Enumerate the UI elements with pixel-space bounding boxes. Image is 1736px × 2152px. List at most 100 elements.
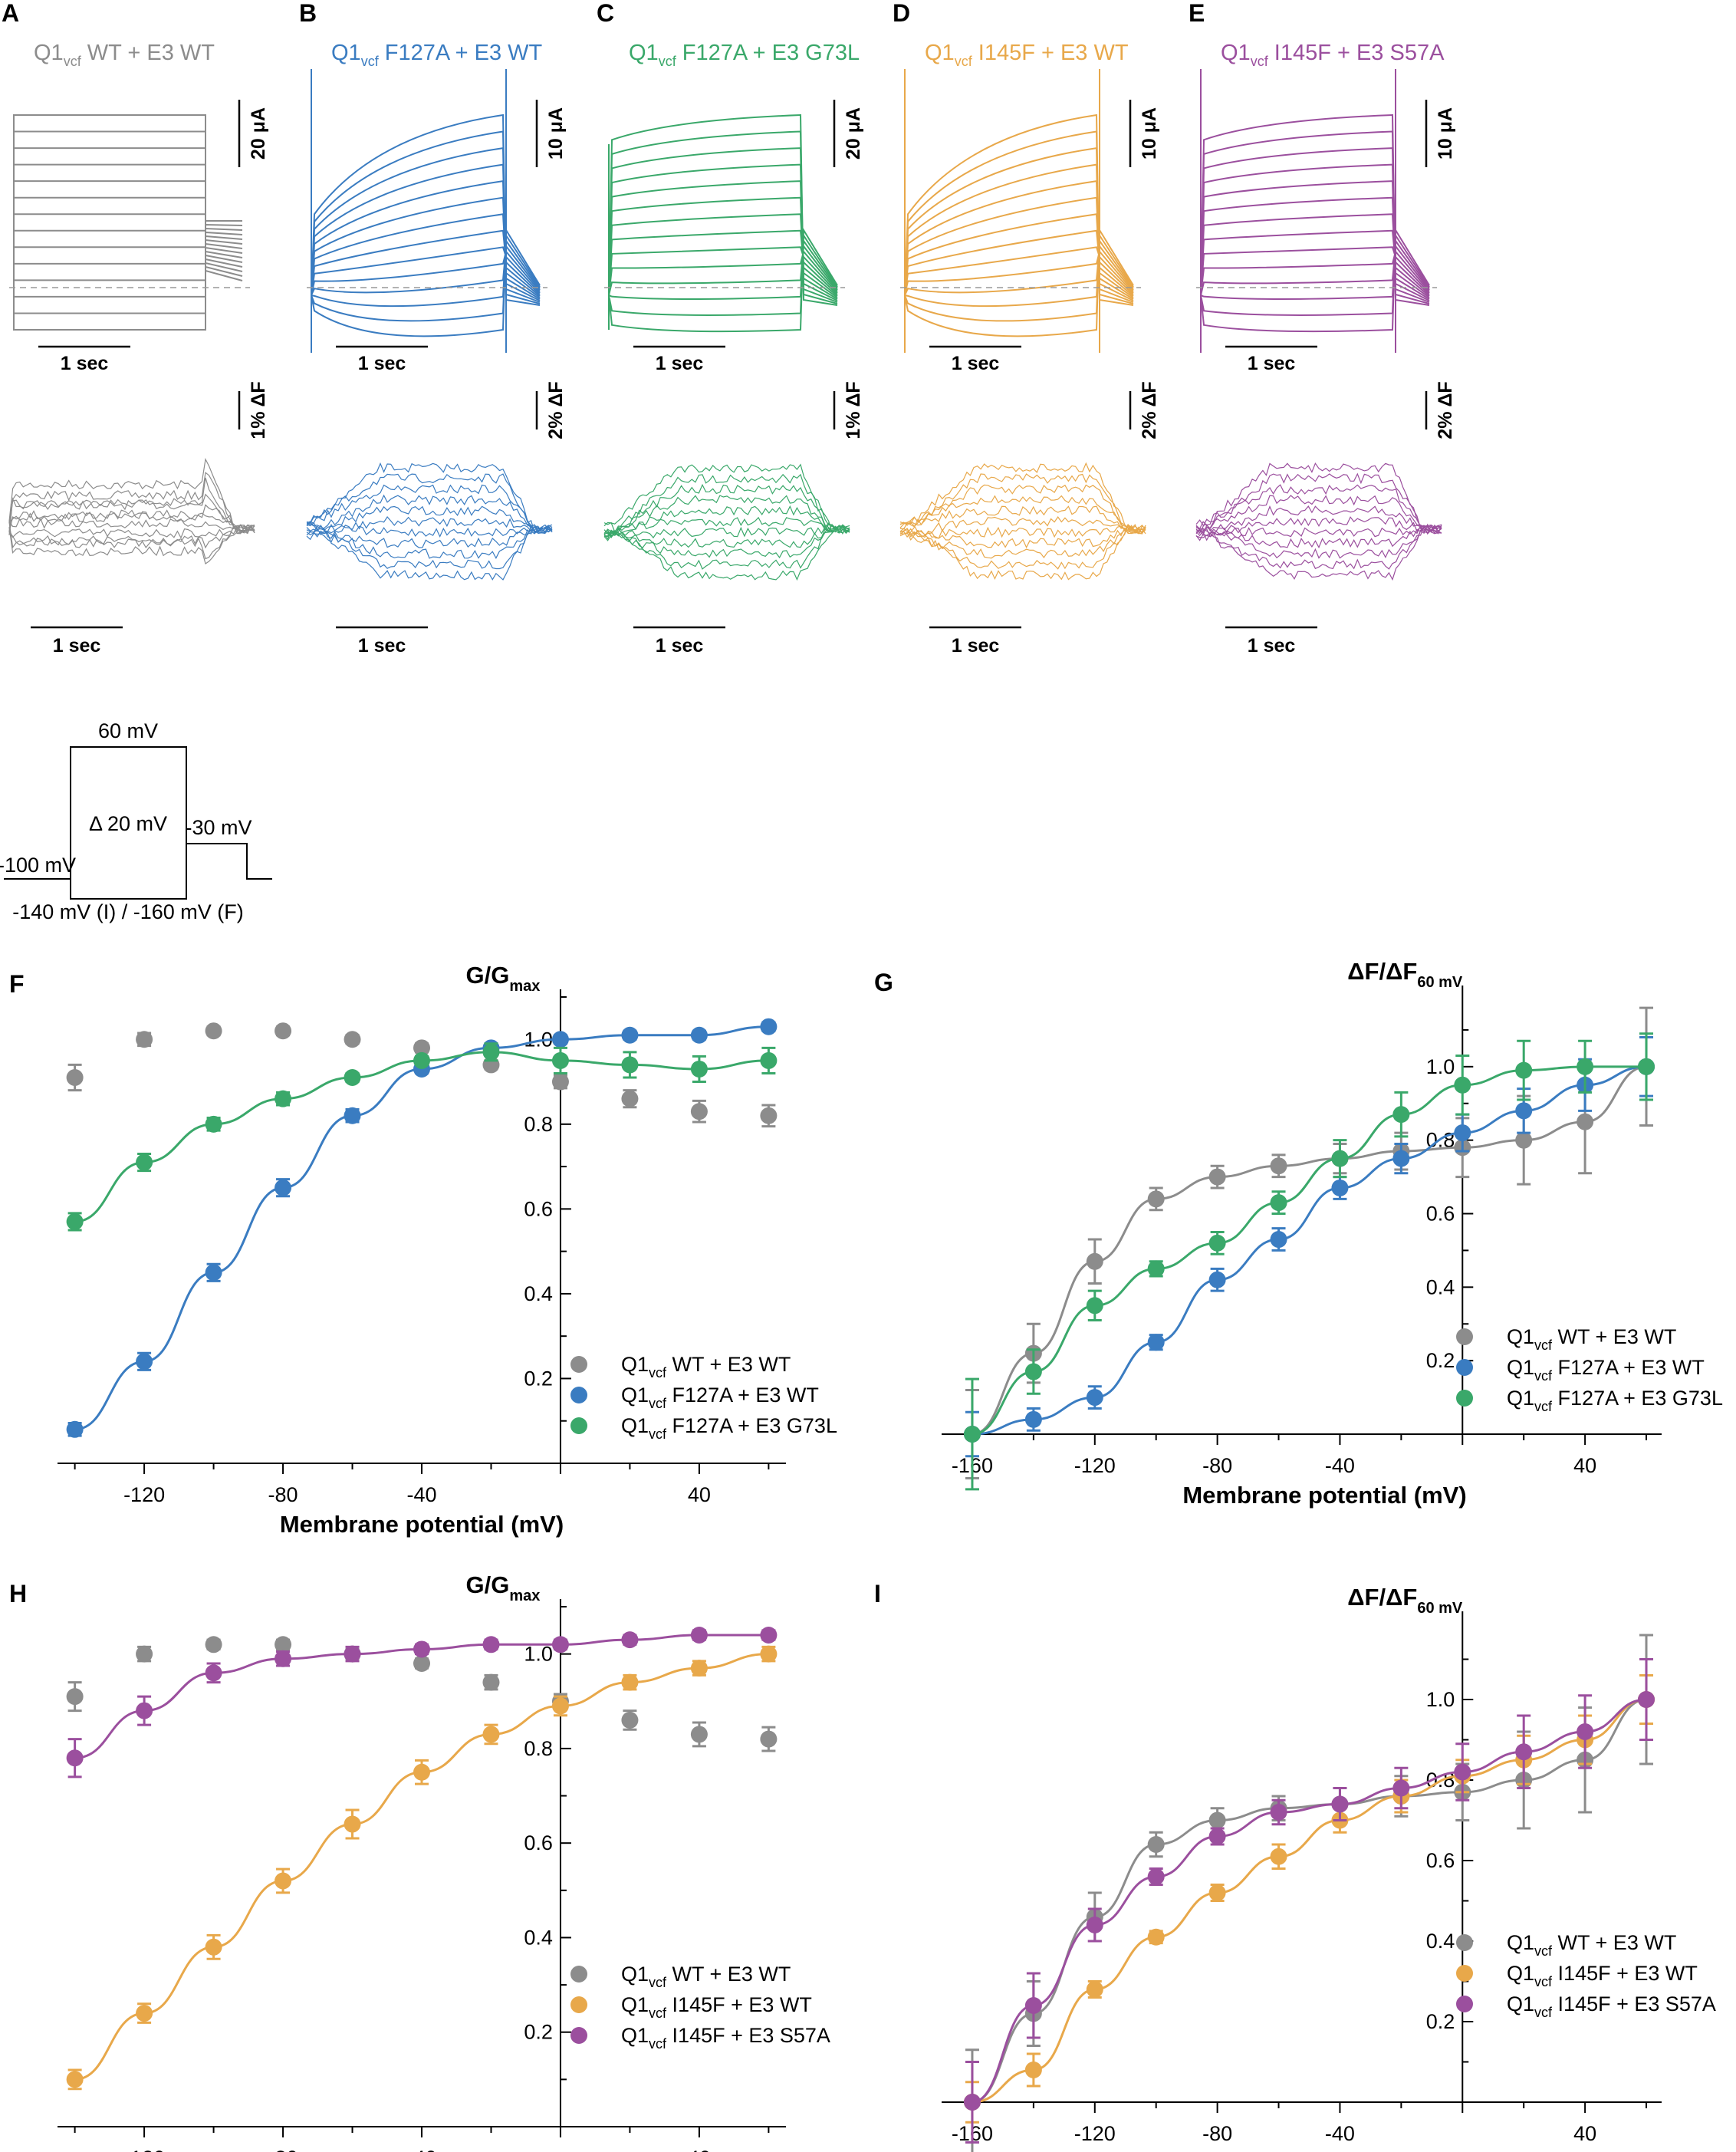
current-trace xyxy=(311,246,541,296)
data-point xyxy=(136,1645,153,1663)
fluorescence-trace xyxy=(306,473,553,534)
data-point xyxy=(275,1650,292,1667)
data-point xyxy=(136,1153,153,1171)
data-point xyxy=(1577,1058,1594,1075)
current-trace xyxy=(608,213,838,297)
series-I-2 xyxy=(963,1658,1655,2144)
data-point xyxy=(205,1938,222,1956)
legend-label-sub: vcf xyxy=(1534,1399,1553,1414)
series-I-1 xyxy=(963,1674,1655,2124)
legend-label: Q1vcf I145F + E3 WT xyxy=(1507,1962,1698,1989)
panel-letter-C: C xyxy=(597,0,614,27)
data-point xyxy=(1208,1828,1226,1845)
trace-title-C-main: Q1 xyxy=(629,41,659,65)
data-point xyxy=(760,1051,778,1069)
trace-title-B: Q1vcf F127A + E3 WT xyxy=(331,41,543,69)
trace-title-D: Q1vcf I145F + E3 WT xyxy=(925,41,1129,69)
data-point xyxy=(482,1636,500,1653)
data-point xyxy=(205,1664,222,1682)
trace-title-C: Q1vcf F127A + E3 G73L xyxy=(629,41,860,69)
legend-marker xyxy=(1456,1934,1473,1951)
current-trace xyxy=(608,130,838,304)
current-trace xyxy=(904,246,1134,296)
y-axis-label-F: G/Gmax xyxy=(466,962,541,995)
series-H-2 xyxy=(66,1626,778,1779)
current-trace xyxy=(904,239,1134,308)
legend-marker xyxy=(1456,1328,1473,1345)
data-point xyxy=(1515,1102,1533,1120)
legend-marker xyxy=(570,2027,587,2044)
y-tick-label: 0.6 xyxy=(1426,1849,1455,1872)
protocol-top-label: 60 mV xyxy=(98,719,158,742)
trace-title-A-sub: vcf xyxy=(64,54,82,69)
current-trace xyxy=(904,227,1134,337)
legend-label: Q1vcf F127A + E3 G73L xyxy=(1507,1387,1723,1414)
data-point xyxy=(1515,1743,1533,1761)
y-tick-label: 0.4 xyxy=(524,1282,553,1305)
gv-fv-charts: F G/Gmax-120 -80 -40 400.20.40.60.81.0Membra… xyxy=(9,958,1723,2152)
legend-label-rest: WT + E3 WT xyxy=(666,1353,791,1376)
fluorescence-trace xyxy=(8,512,255,531)
current-trace xyxy=(311,196,541,298)
fluorescence-trace xyxy=(899,525,1146,570)
fluorescence-trace xyxy=(603,505,850,541)
fluorescence-trace xyxy=(1195,516,1442,538)
fluorescence-trace xyxy=(899,505,1146,535)
data-point xyxy=(275,1872,292,1890)
fluorescence-traces-C xyxy=(603,463,850,581)
x-tick-label: 40 xyxy=(688,2147,711,2152)
y-tick-label: 0.8 xyxy=(524,1113,553,1136)
trace-title-E-rest: I145F + E3 S57A xyxy=(1268,41,1445,65)
data-point xyxy=(482,1043,500,1061)
x-tick-label: 40 xyxy=(688,1483,711,1506)
protocol-bottom-label: -140 mV (I) / -160 mV (F) xyxy=(12,900,244,923)
fluorescence-trace xyxy=(8,518,255,532)
x-axis-label-G: Membrane potential (mV) xyxy=(1182,1482,1466,1509)
legend-label-main: Q1 xyxy=(621,2024,649,2047)
time-scale-label-fluor-D: 1 sec xyxy=(952,635,1000,656)
y-axis-label-sub: max xyxy=(509,1588,540,1604)
legend-marker xyxy=(570,1387,587,1403)
fit-curve xyxy=(972,1698,1647,2104)
data-point xyxy=(275,1179,292,1196)
legend-label-sub: vcf xyxy=(1534,1338,1553,1353)
panel-letter-F: F xyxy=(9,970,25,998)
legend-label-sub: vcf xyxy=(1534,1974,1553,1989)
legend-marker xyxy=(570,1966,587,1983)
chart-I: I ΔF/ΔF60 mV-160 -120 -80 -40 400.20.40.60.81… xyxy=(874,1580,1716,2152)
legend-marker xyxy=(1456,1996,1473,2012)
fluorescence-trace xyxy=(899,495,1146,535)
data-point xyxy=(1024,1363,1042,1380)
current-trace xyxy=(1200,163,1430,301)
data-point xyxy=(760,1730,778,1748)
current-trace xyxy=(311,229,541,296)
data-point xyxy=(205,1636,222,1653)
legend-label-rest: WT + E3 WT xyxy=(666,1963,791,1986)
current-trace xyxy=(1200,196,1430,298)
data-point xyxy=(1392,1150,1410,1167)
legend-label-main: Q1 xyxy=(1507,1356,1534,1379)
legend-label-rest: F127A + E3 WT xyxy=(666,1384,819,1407)
trace-panel-D: D Q1vcf I145F + E3 WT 10 μA 1 sec 2% ΔF 1 sec xyxy=(893,0,1160,656)
legend-label-sub: vcf xyxy=(1534,2005,1553,2020)
trace-title-A: Q1vcf WT + E3 WT xyxy=(34,41,215,69)
data-point xyxy=(1577,1723,1594,1740)
legend-label-main: Q1 xyxy=(1507,1962,1534,1985)
legend-label-main: Q1 xyxy=(1507,1931,1534,1954)
fluorescence-trace xyxy=(306,462,553,533)
data-point xyxy=(621,1711,639,1729)
fluorescence-trace xyxy=(1195,519,1442,549)
data-point xyxy=(690,1026,708,1044)
current-trace xyxy=(904,232,1134,322)
data-point xyxy=(66,1688,84,1706)
x-tick-label: -40 xyxy=(406,2147,436,2152)
data-point xyxy=(1024,1410,1042,1428)
data-point xyxy=(1086,1917,1103,1933)
data-point xyxy=(621,1026,639,1044)
data-point xyxy=(413,1640,430,1658)
fluorescence-trace xyxy=(603,522,850,581)
time-scale-label-B: 1 sec xyxy=(358,353,406,374)
legend-label: Q1vcf F127A + E3 G73L xyxy=(621,1414,837,1442)
trace-title-E: Q1vcf I145F + E3 S57A xyxy=(1221,41,1445,69)
current-trace xyxy=(311,163,541,301)
